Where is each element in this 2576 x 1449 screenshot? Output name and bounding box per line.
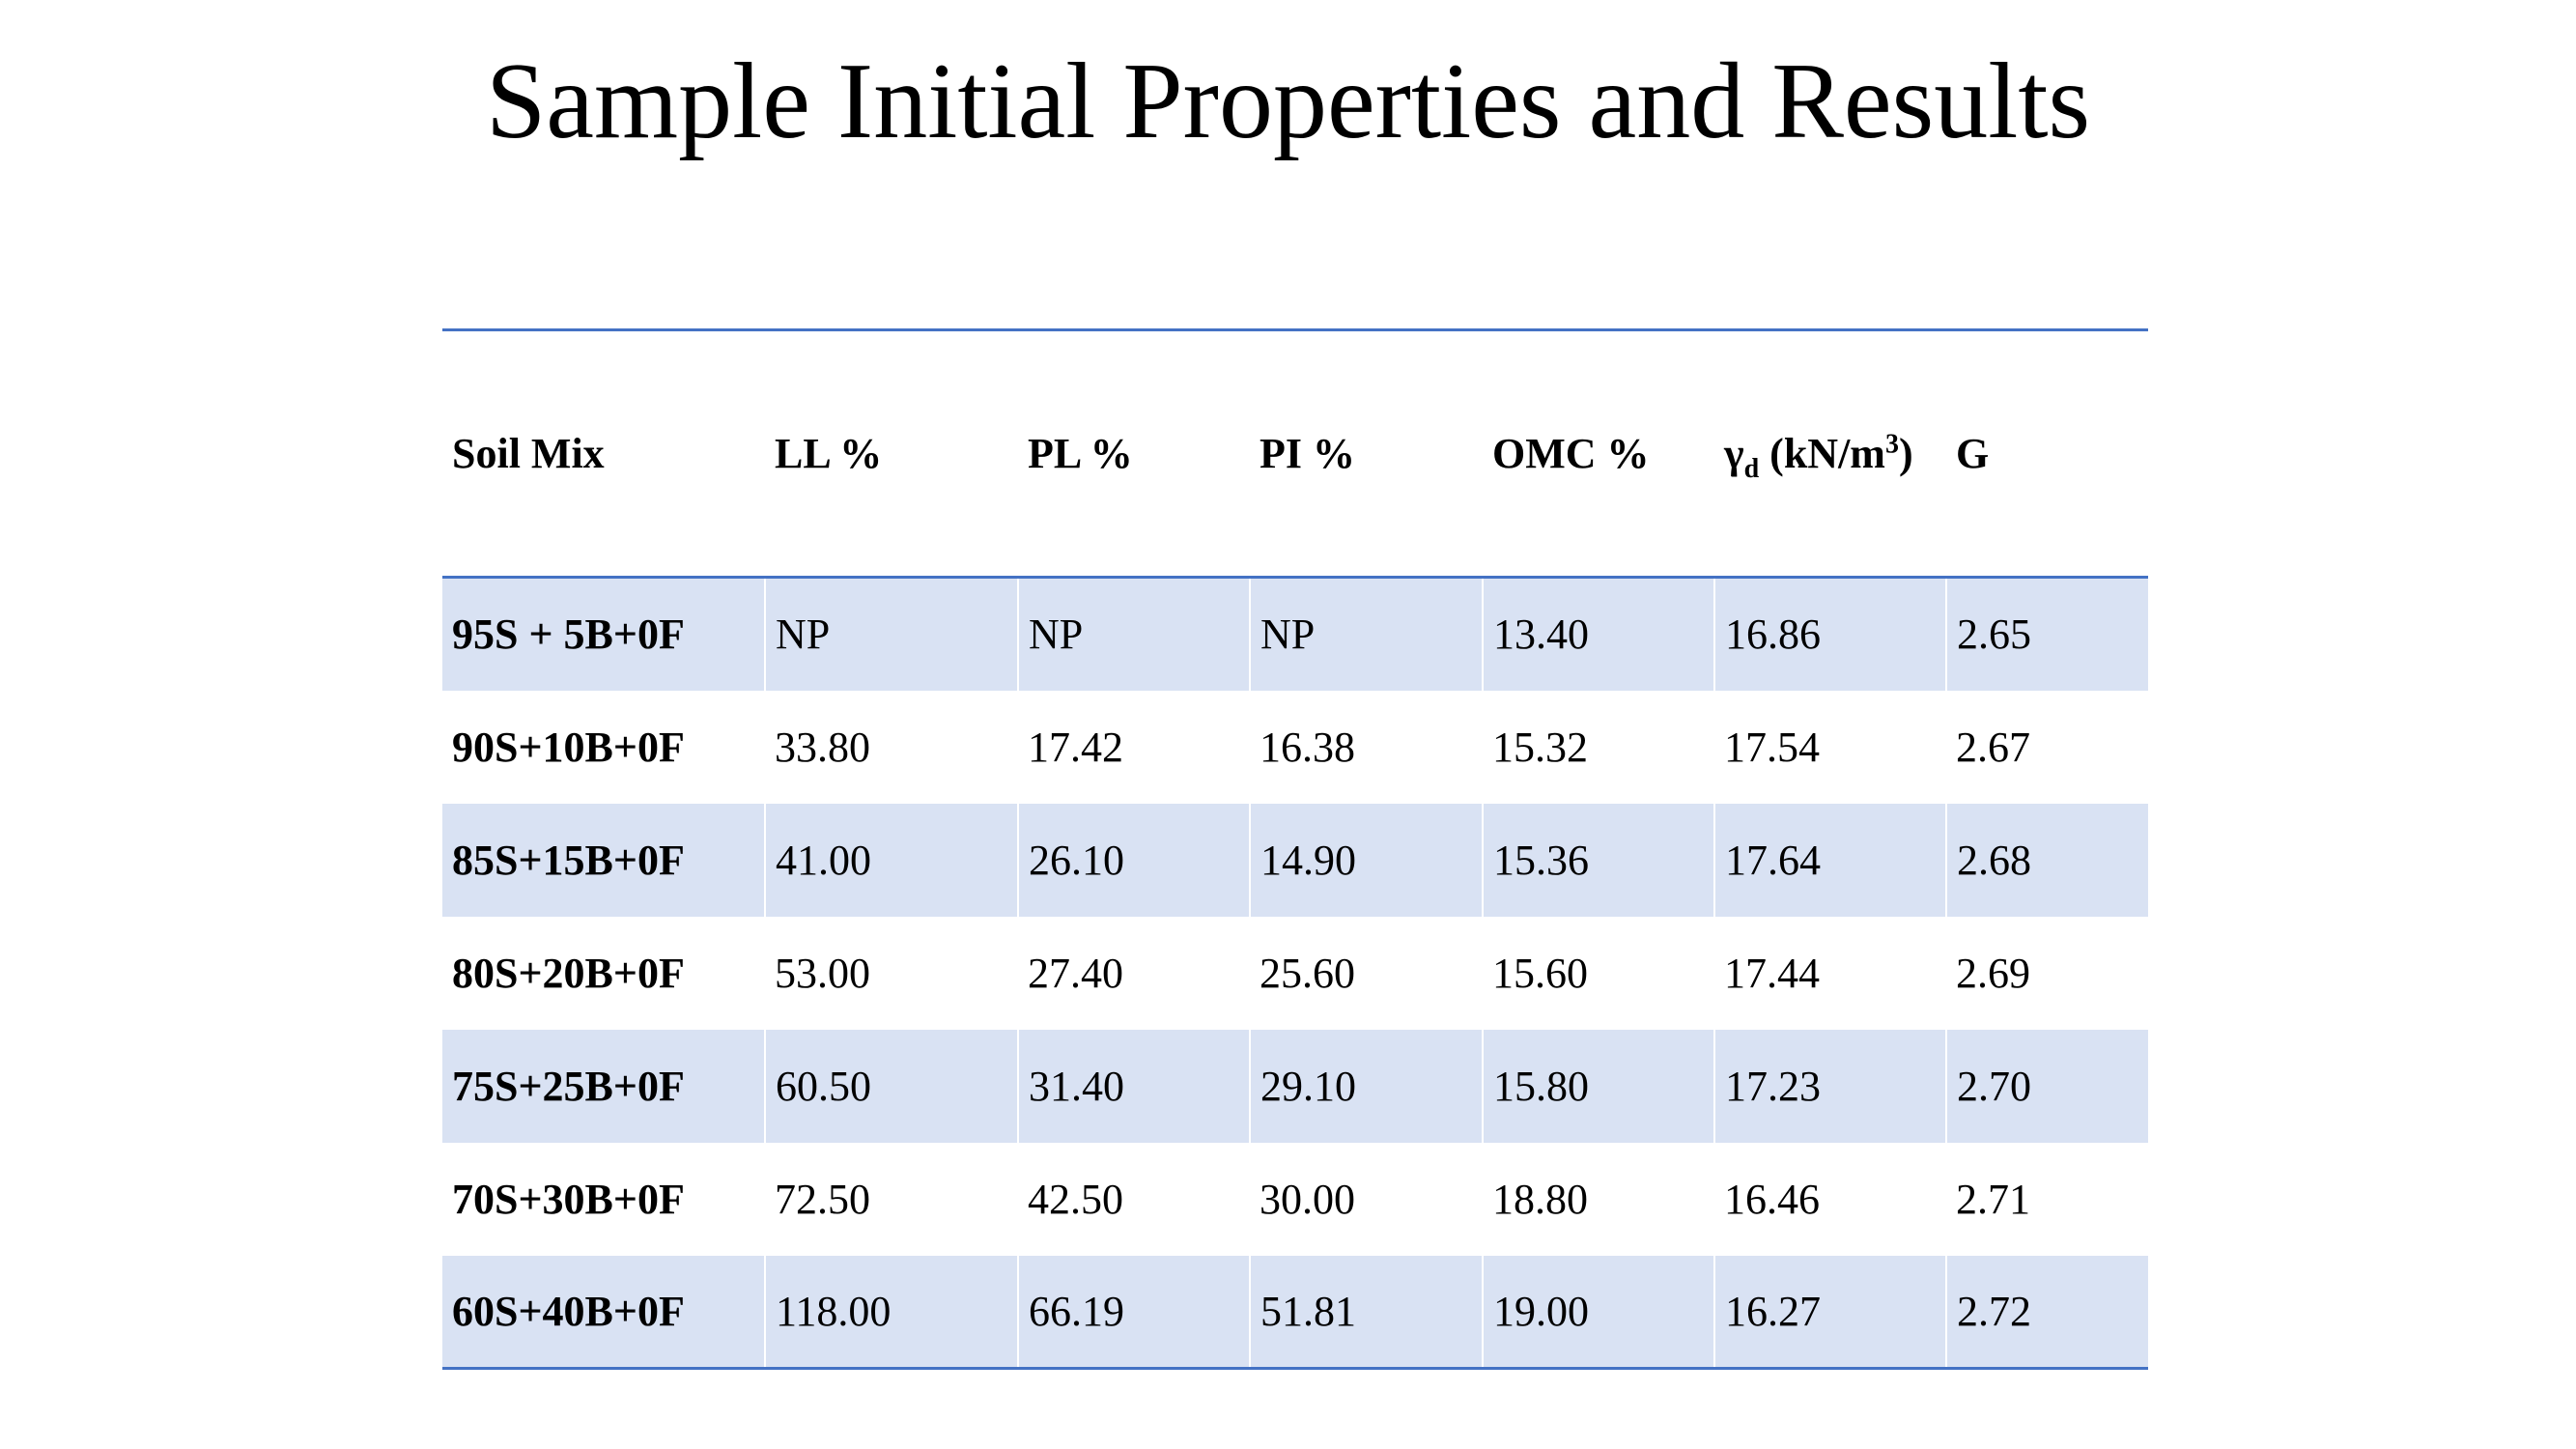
soil-mix-cell: 70S+30B+0F [452,1175,685,1223]
table-row: 95S + 5B+0F NP NP NP 13.40 16.86 2.65 [442,577,2148,691]
gamma-symbol: γ [1724,430,1744,477]
properties-table-container: Soil Mix LL % PL % PI % OMC % γd (kN/m3)… [442,328,2148,1370]
page-title: Sample Initial Properties and Results [485,42,2091,161]
header-pl: PL % [1028,430,1133,477]
omc-cell: 13.40 [1482,577,1714,691]
ll-cell: 72.50 [775,1175,870,1223]
dry-unit-weight-cell: 16.46 [1724,1175,1820,1223]
table-row: 80S+20B+0F 53.00 27.40 25.60 15.60 17.44 2.69 [442,917,2148,1030]
pl-cell: 31.40 [1017,1029,1250,1143]
pi-cell: 16.38 [1260,723,1355,771]
g-cell: 2.69 [1956,949,2030,997]
g-cell: 2.72 [1945,1255,2148,1369]
header-omc: OMC % [1492,430,1650,477]
ll-cell: 118.00 [764,1255,1018,1369]
pl-cell: NP [1017,577,1250,691]
pi-cell: 29.10 [1249,1029,1483,1143]
soil-mix-cell: 75S+25B+0F [452,1062,685,1110]
ll-cell: 53.00 [775,949,870,997]
pl-cell: 42.50 [1028,1175,1123,1223]
dry-unit-weight-cell: 17.23 [1713,1029,1946,1143]
table-row: 90S+10B+0F 33.80 17.42 16.38 15.32 17.54 2.67 [442,691,2148,804]
header-ll: LL % [775,430,883,477]
dry-unit-weight-cell: 17.44 [1724,949,1820,997]
omc-cell: 15.32 [1492,723,1588,771]
gamma-unit-open: (kN/m [1759,430,1885,477]
header-soil-mix: Soil Mix [452,430,605,477]
table-row: 70S+30B+0F 72.50 42.50 30.00 18.80 16.46 2.71 [442,1143,2148,1256]
ll-cell: 60.50 [764,1029,1018,1143]
soil-mix-cell: 80S+20B+0F [452,949,685,997]
gamma-unit-close: ) [1898,430,1913,477]
g-cell: 2.68 [1945,803,2148,917]
properties-table: Soil Mix LL % PL % PI % OMC % γd (kN/m3)… [442,328,2148,1370]
dry-unit-weight-cell: 16.27 [1713,1255,1946,1369]
table-header-row: Soil Mix LL % PL % PI % OMC % γd (kN/m3)… [442,329,2148,578]
pl-cell: 26.10 [1017,803,1250,917]
header-g: G [1956,430,1990,477]
omc-cell: 15.80 [1482,1029,1714,1143]
soil-mix-cell: 95S + 5B+0F [452,611,685,659]
pi-cell: 30.00 [1260,1175,1355,1223]
dry-unit-weight-cell: 17.64 [1713,803,1946,917]
soil-mix-cell: 60S+40B+0F [452,1287,685,1335]
soil-mix-cell: 90S+10B+0F [452,723,685,771]
dry-unit-weight-cell: 17.54 [1724,723,1820,771]
omc-cell: 19.00 [1482,1255,1714,1369]
pi-cell: NP [1249,577,1483,691]
pl-cell: 66.19 [1017,1255,1250,1369]
header-pi: PI % [1260,430,1355,477]
omc-cell: 15.36 [1482,803,1714,917]
g-cell: 2.65 [1945,577,2148,691]
table-row: 60S+40B+0F 118.00 66.19 51.81 19.00 16.27 2.72 [442,1255,2148,1369]
ll-cell: 41.00 [764,803,1018,917]
gamma-subscript: d [1743,453,1760,484]
g-cell: 2.71 [1956,1175,2030,1223]
dry-unit-weight-cell: 16.86 [1713,577,1946,691]
gamma-unit-superscript: 3 [1884,429,1899,460]
omc-cell: 18.80 [1492,1175,1588,1223]
table-row: 85S+15B+0F 41.00 26.10 14.90 15.36 17.64 2.68 [442,803,2148,917]
pi-cell: 51.81 [1249,1255,1483,1369]
soil-mix-cell: 85S+15B+0F [452,836,685,884]
pi-cell: 25.60 [1260,949,1355,997]
pl-cell: 17.42 [1028,723,1123,771]
table-body: 95S + 5B+0F NP NP NP 13.40 16.86 2.65 90S+10B+0… [442,577,2148,1369]
ll-cell: NP [764,577,1018,691]
ll-cell: 33.80 [775,723,870,771]
table-row: 75S+25B+0F 60.50 31.40 29.10 15.80 17.23 2.70 [442,1029,2148,1143]
omc-cell: 15.60 [1492,949,1588,997]
g-cell: 2.67 [1956,723,2030,771]
g-cell: 2.70 [1945,1029,2148,1143]
pi-cell: 14.90 [1249,803,1483,917]
pl-cell: 27.40 [1028,949,1123,997]
header-dry-unit-weight: γd (kN/m3) [1714,330,1946,578]
